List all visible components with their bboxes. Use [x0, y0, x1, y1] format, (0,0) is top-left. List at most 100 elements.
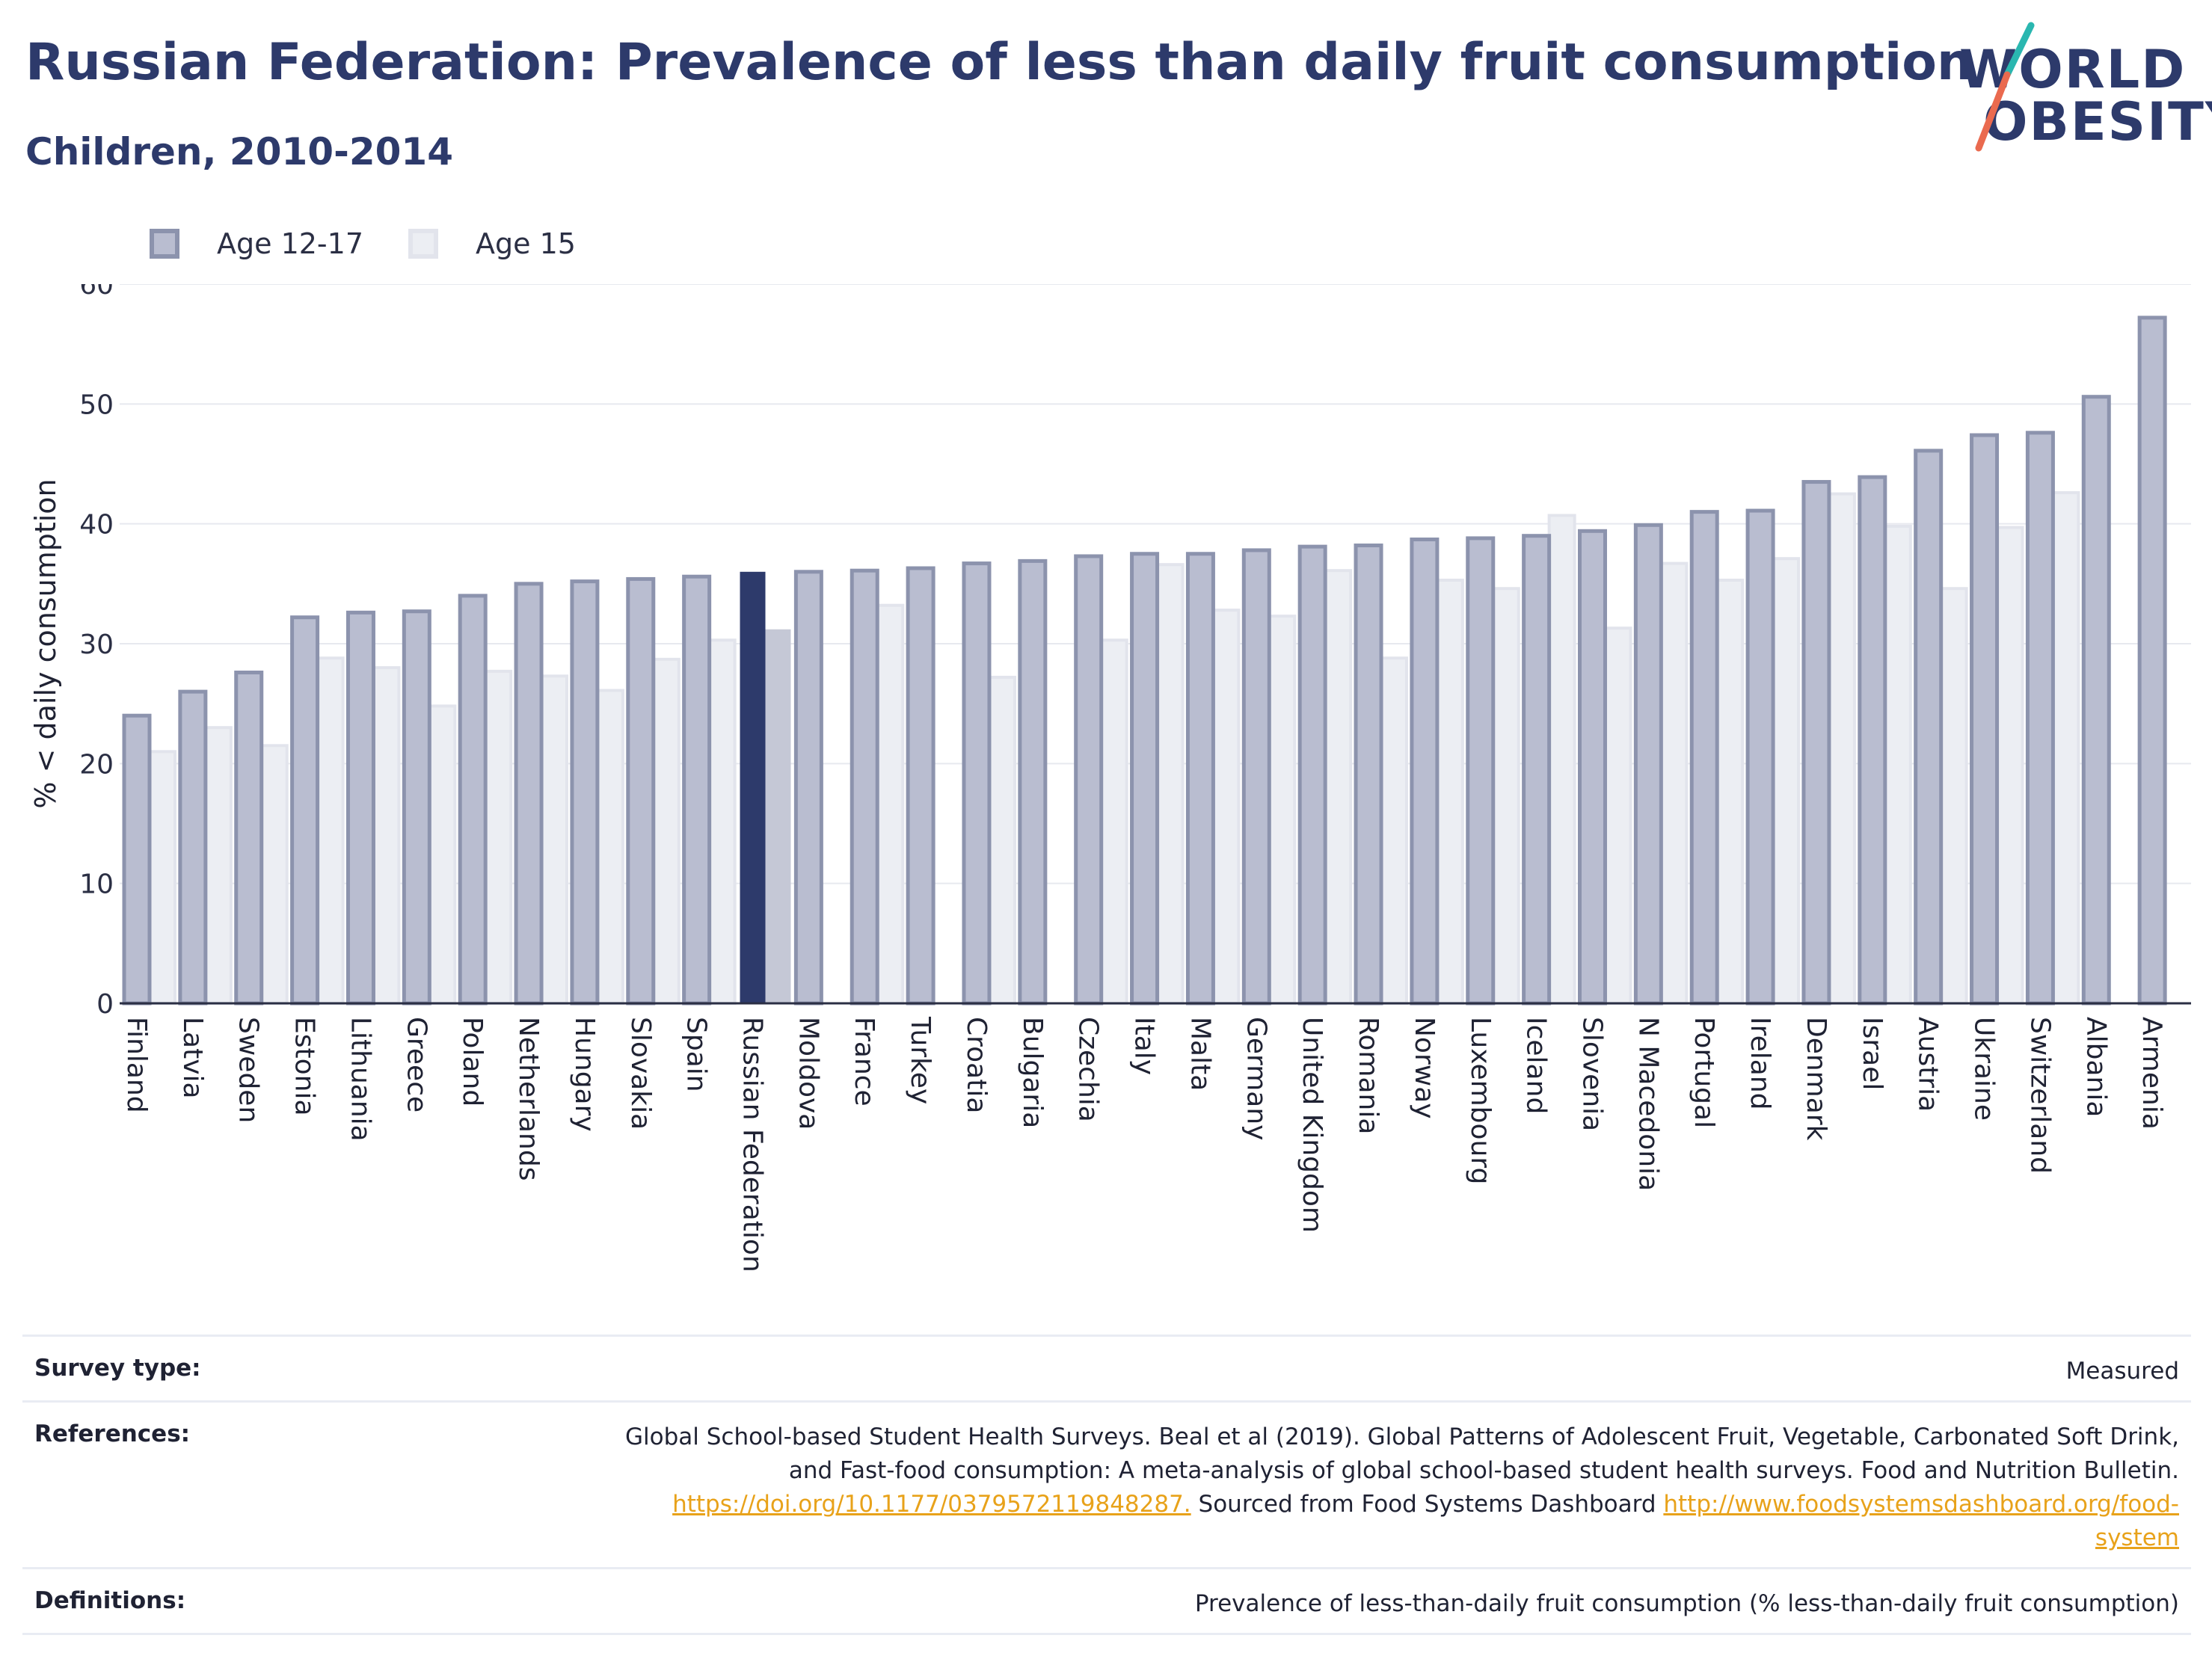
bar-age-15: [651, 657, 681, 1005]
bar-age-15: [203, 726, 233, 1005]
bar-age-12-17: [1745, 508, 1775, 1006]
bar-age-12-17: [682, 574, 712, 1006]
bar-age-15: [1603, 627, 1632, 1005]
y-tick-label: 60: [79, 284, 114, 301]
food-systems-dashboard-link-part1: http://www.foodsystemsdashboard.org/food…: [1663, 1490, 2179, 1518]
world-obesity-logo: WORLD OBESITY: [1944, 21, 2212, 163]
y-tick-label: 40: [79, 510, 114, 541]
x-tick-label: Ukraine: [1969, 1017, 2000, 1121]
bar-age-15: [148, 750, 176, 1005]
bar-age-12-17: [1633, 523, 1663, 1006]
logo-word-top: WORLD: [1959, 39, 2187, 100]
bar-chart: 0 10 20 30 40 50 60 % < daily consumption Finlan…: [29, 284, 2191, 1272]
bar-age-15: [1099, 638, 1128, 1005]
bar-age-12-17: [1185, 552, 1215, 1006]
y-tick-label: 50: [79, 390, 114, 420]
bar-age-12-17: [234, 670, 264, 1006]
x-tick-label: Sweden: [233, 1017, 264, 1123]
bar-age-12-17: [1241, 548, 1271, 1006]
bar-age-12-17: [906, 566, 936, 1006]
legend-item-age-15[interactable]: Age 15: [408, 227, 576, 260]
bar-age-15: [1211, 609, 1241, 1005]
bar-age-15: [2051, 490, 2080, 1006]
bar-age-15: [1380, 656, 1409, 1005]
legend-swatch-age-12-17: [150, 229, 179, 259]
x-tick-label: Norway: [1409, 1017, 1440, 1119]
references-label: References:: [34, 1420, 191, 1447]
bar-age-12-17: [345, 610, 375, 1006]
bar-age-15: [1155, 563, 1185, 1005]
legend-item-age-12-17[interactable]: Age 12-17: [150, 227, 363, 260]
bar-age-15: [765, 629, 791, 1003]
bar-age-15: [372, 666, 401, 1005]
bar-age-12-17: [458, 594, 488, 1006]
x-tick-label: Turkey: [905, 1016, 936, 1104]
x-tick-label: Poland: [457, 1017, 488, 1106]
chart-title: Russian Federation: Prevalence of less t…: [25, 33, 1973, 92]
bar-age-15: [1547, 514, 1576, 1005]
x-tick-label: Slovenia: [1576, 1017, 1607, 1131]
references-text-2: and Fast-food consumption: A meta-analys…: [788, 1456, 2179, 1484]
x-tick-label: Bulgaria: [1017, 1017, 1048, 1128]
x-tick-label: Croatia: [961, 1017, 992, 1113]
bar-age-12-17: [1858, 475, 1887, 1006]
bar-age-12-17: [1522, 534, 1552, 1006]
bar-age-15: [1883, 524, 1912, 1005]
bar-age-12-17: [626, 576, 656, 1006]
y-axis-label: % < daily consumption: [29, 478, 62, 808]
bar-age-12-17: [962, 561, 992, 1006]
legend-swatch-age-15: [408, 229, 438, 259]
x-tick-label: Austria: [1913, 1017, 1944, 1112]
bar-age-12-17: [1354, 544, 1383, 1006]
bar-age-15: [1827, 492, 1856, 1006]
bar-age-12-17: [1074, 554, 1104, 1006]
bar-age-15: [987, 675, 1016, 1005]
bar-age-15: [316, 656, 345, 1005]
x-tick-label: Albania: [2080, 1017, 2111, 1117]
x-tick-label: Switzerland: [2024, 1017, 2055, 1174]
logo-slash-icon: [1975, 22, 2035, 152]
chart-subtitle: Children, 2010-2014: [25, 130, 453, 173]
bar-age-12-17: [740, 571, 766, 1003]
definitions-value: Prevalence of less-than-daily fruit cons…: [1194, 1589, 2179, 1617]
bar-age-15: [1772, 557, 1801, 1005]
survey-type-row: Survey type: Measured: [22, 1335, 2191, 1400]
x-tick-label: Armenia: [2136, 1017, 2167, 1130]
bar-age-15: [876, 603, 905, 1005]
bar-age-12-17: [1018, 558, 1048, 1006]
y-tick-label: 10: [79, 869, 114, 900]
x-tick-label: Malta: [1185, 1017, 1215, 1091]
references-text-1: Global School-based Student Health Surve…: [625, 1423, 2179, 1450]
bar-age-15: [1435, 579, 1464, 1006]
references-text-3: Sourced from Food Systems Dashboard: [1191, 1490, 1664, 1518]
bar-age-12-17: [2025, 431, 2055, 1006]
bar-age-12-17: [1689, 510, 1719, 1006]
x-tick-label: Greece: [401, 1017, 431, 1112]
x-tick-label: Lithuania: [345, 1017, 375, 1142]
definitions-row: Definitions: Prevalence of less-than-dai…: [22, 1566, 2191, 1635]
x-tick-label: Estonia: [289, 1017, 320, 1116]
x-tick-label: Israel: [1857, 1017, 1887, 1090]
bar-age-12-17: [514, 582, 544, 1006]
bar-age-15: [1939, 587, 1968, 1006]
x-tick-label: N Macedonia: [1632, 1017, 1663, 1191]
x-tick-label: Iceland: [1521, 1017, 1552, 1114]
x-tick-label: Romania: [1353, 1017, 1383, 1134]
bar-age-12-17: [2081, 395, 2111, 1006]
x-tick-label: Slovakia: [625, 1017, 656, 1130]
bar-age-15: [1324, 569, 1353, 1005]
survey-type-value: Measured: [2065, 1358, 2179, 1385]
x-tick-label: United Kingdom: [1297, 1017, 1327, 1233]
bar-age-15: [1659, 561, 1689, 1005]
bar-age-12-17: [570, 579, 600, 1006]
survey-type-label: Survey type:: [34, 1355, 201, 1382]
x-tick-label: Netherlands: [513, 1017, 544, 1181]
x-tick-label: Latvia: [177, 1017, 208, 1099]
x-tick-label: France: [849, 1017, 879, 1106]
x-tick-label: Denmark: [1801, 1017, 1831, 1141]
food-systems-dashboard-link[interactable]: http://www.foodsystemsdashboard.org/food…: [1663, 1491, 2179, 1551]
x-tick-label: Italy: [1129, 1017, 1160, 1075]
bar-age-15: [1268, 615, 1297, 1005]
bar-age-15: [595, 689, 624, 1006]
doi-link[interactable]: https://doi.org/10.1177/0379572119848287…: [672, 1490, 1191, 1518]
